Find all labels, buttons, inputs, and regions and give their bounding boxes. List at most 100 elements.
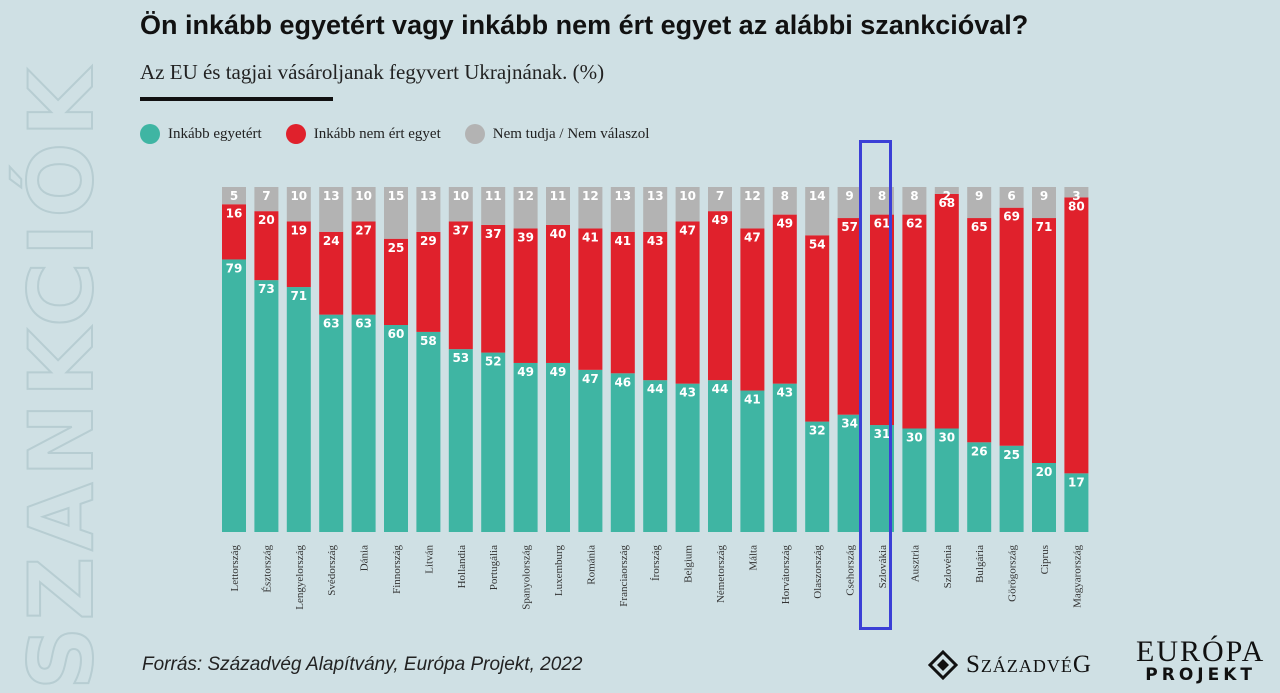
bar-segment-agree bbox=[286, 287, 311, 532]
data-label-agree: 52 bbox=[485, 355, 502, 369]
bar-segment-agree bbox=[999, 445, 1024, 532]
data-label-unknown: 9 bbox=[975, 189, 983, 203]
bar-segment-agree bbox=[513, 362, 538, 532]
data-label-disagree: 24 bbox=[323, 234, 340, 248]
data-label-disagree: 41 bbox=[614, 234, 631, 248]
bar-segment-disagree bbox=[1064, 197, 1089, 474]
data-label-agree: 31 bbox=[874, 427, 891, 441]
data-label-disagree: 49 bbox=[712, 213, 729, 227]
data-label-agree: 20 bbox=[1036, 465, 1053, 479]
bar-segment-disagree bbox=[416, 231, 441, 332]
data-label-disagree: 49 bbox=[776, 217, 793, 231]
data-label-unknown: 3 bbox=[1072, 189, 1080, 203]
title-underline bbox=[140, 97, 333, 101]
highlight-box-slovakia bbox=[859, 140, 892, 630]
legend-item-agree: Inkább egyetért bbox=[140, 124, 262, 144]
data-label-agree: 26 bbox=[971, 444, 988, 458]
europa-logo-line2: PROJEKT bbox=[1145, 665, 1256, 685]
category-label: Ciprus bbox=[1039, 545, 1051, 574]
bar-segment-disagree bbox=[513, 228, 538, 363]
data-label-unknown: 10 bbox=[290, 189, 307, 203]
legend-label-unknown: Nem tudja / Nem válaszol bbox=[492, 125, 650, 142]
bar-segment-disagree bbox=[934, 193, 959, 429]
data-label-unknown: 11 bbox=[485, 189, 502, 203]
bar-segment-agree bbox=[740, 390, 765, 532]
data-label-disagree: 37 bbox=[452, 224, 469, 238]
bar-segment-disagree bbox=[740, 228, 765, 391]
bar-segment-agree bbox=[384, 325, 408, 532]
bar-segment-disagree bbox=[772, 214, 797, 384]
data-label-disagree: 41 bbox=[582, 230, 599, 244]
data-label-disagree: 16 bbox=[226, 206, 243, 220]
bar-segment-disagree bbox=[675, 221, 700, 384]
bar-segment-disagree bbox=[708, 211, 732, 381]
data-label-agree: 43 bbox=[679, 386, 696, 400]
szazadveg-logo-text: SzázadvéG bbox=[966, 651, 1092, 678]
data-label-agree: 34 bbox=[841, 417, 858, 431]
bar-segment-unknown bbox=[351, 187, 376, 222]
data-label-unknown: 6 bbox=[1007, 189, 1015, 203]
data-label-unknown: 2 bbox=[943, 189, 951, 203]
category-label: Csehország bbox=[845, 545, 857, 596]
data-label-agree: 49 bbox=[550, 365, 567, 379]
bar-segment-disagree bbox=[351, 221, 376, 315]
bar-segment-unknown bbox=[675, 187, 700, 222]
category-label: Svédország bbox=[326, 545, 338, 596]
data-label-unknown: 8 bbox=[781, 189, 789, 203]
chart-title: Ön inkább egyetért vagy inkább nem ért e… bbox=[140, 10, 1029, 40]
data-label-agree: 53 bbox=[452, 351, 469, 365]
data-label-disagree: 62 bbox=[906, 217, 923, 231]
bar-segment-agree bbox=[772, 383, 797, 532]
data-label-unknown: 12 bbox=[582, 189, 599, 203]
bar-segment-agree bbox=[967, 442, 992, 532]
watermark-text: SZANKCIÓK bbox=[9, 61, 114, 690]
data-label-disagree: 61 bbox=[874, 217, 891, 231]
data-label-disagree: 29 bbox=[420, 234, 437, 248]
data-label-disagree: 25 bbox=[388, 241, 405, 255]
data-label-unknown: 8 bbox=[910, 189, 918, 203]
szazadveg-logo: SzázadvéG bbox=[928, 650, 1092, 680]
legend-swatch-unknown bbox=[464, 124, 485, 144]
data-label-unknown: 5 bbox=[230, 189, 238, 203]
bar-segment-agree bbox=[481, 352, 506, 532]
bar-segment-disagree bbox=[837, 218, 862, 415]
bar-segment-agree bbox=[610, 373, 635, 532]
bar-segment-disagree bbox=[805, 235, 830, 422]
data-label-agree: 73 bbox=[258, 282, 275, 296]
data-label-disagree: 65 bbox=[971, 220, 988, 234]
bar-segment-unknown bbox=[254, 187, 279, 212]
data-label-agree: 63 bbox=[323, 317, 340, 331]
bar-segment-agree bbox=[805, 421, 830, 532]
data-label-disagree: 68 bbox=[938, 196, 955, 210]
data-label-unknown: 12 bbox=[744, 189, 761, 203]
legend-item-disagree: Inkább nem ért egyet bbox=[285, 124, 441, 144]
category-label: Írország bbox=[650, 545, 662, 582]
bar-segment-agree bbox=[675, 383, 700, 532]
bar-segment-disagree bbox=[1032, 218, 1056, 463]
bar-segment-unknown bbox=[513, 187, 538, 229]
category-label: Görögország bbox=[1007, 545, 1019, 602]
data-label-unknown: 13 bbox=[614, 189, 631, 203]
category-label: Dánia bbox=[359, 545, 371, 571]
bar-segment-unknown bbox=[1032, 187, 1056, 219]
bar-segment-unknown bbox=[837, 187, 862, 219]
data-label-agree: 63 bbox=[355, 317, 372, 331]
category-label: Bulgária bbox=[974, 545, 986, 583]
data-label-unknown: 11 bbox=[550, 189, 567, 203]
data-label-disagree: 37 bbox=[485, 227, 502, 241]
data-label-disagree: 54 bbox=[809, 237, 826, 251]
data-label-agree: 47 bbox=[582, 372, 599, 386]
bar-segment-unknown bbox=[708, 187, 732, 212]
chart-subtitle: Az EU és tagjai vásároljanak fegyvert Uk… bbox=[140, 60, 605, 84]
bar-segment-disagree bbox=[448, 221, 473, 350]
data-label-agree: 32 bbox=[809, 424, 826, 438]
category-label: Finnország bbox=[391, 545, 403, 594]
bar-segment-agree bbox=[416, 331, 441, 532]
category-label: Magyarország bbox=[1071, 545, 1083, 608]
bar-segment-unknown bbox=[967, 187, 992, 219]
category-label: Luxemburg bbox=[553, 545, 565, 597]
category-label: Lengyelország bbox=[294, 545, 306, 610]
bar-segment-disagree bbox=[286, 221, 311, 288]
data-label-agree: 43 bbox=[776, 386, 793, 400]
bar-segment-unknown bbox=[805, 187, 830, 236]
